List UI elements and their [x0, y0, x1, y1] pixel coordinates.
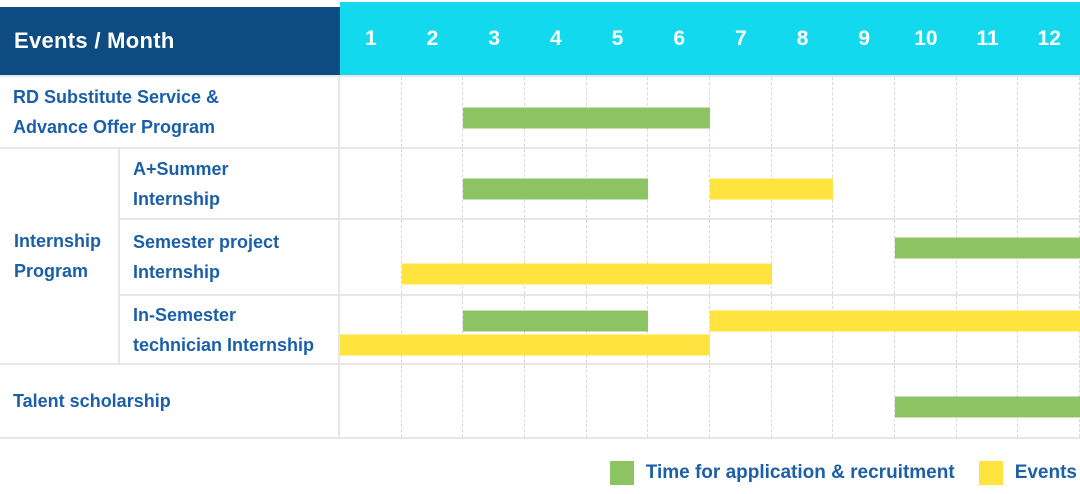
month-grid-cell [772, 220, 834, 294]
month-grid-cell [833, 220, 896, 294]
month-grid-cell [648, 149, 711, 218]
row-label: A+Summer Internship [120, 149, 340, 218]
month-header-label: 9 [858, 26, 871, 50]
header-title: Events / Month [14, 28, 175, 53]
row-in-semester-technician-internship: In-Semester technician Internship [120, 296, 1080, 363]
month-header-label: 3 [488, 26, 501, 50]
month-header-label: 6 [673, 26, 686, 50]
label-line: A+Summer [133, 158, 229, 179]
application-recruitment-bar [895, 396, 1080, 418]
month-grid-cell [340, 149, 402, 218]
internship-program-group: Internship Program A+Summer Internship S… [0, 149, 1080, 365]
row-label: Talent scholarship [0, 365, 340, 437]
month-grid-cell [525, 220, 587, 294]
month-grid-cell [402, 77, 464, 147]
month-grid-cell [648, 220, 711, 294]
events-bar [710, 178, 834, 200]
application-recruitment-bar [463, 178, 649, 200]
green-swatch-icon [609, 461, 634, 485]
events-bar [401, 263, 772, 285]
month-grid-cell [833, 365, 896, 437]
label-line: RD Substitute Service & [13, 87, 220, 107]
row-chart-a-plus-summer [340, 149, 1080, 218]
month-grid-cell [340, 365, 402, 437]
yellow-swatch-icon [978, 461, 1003, 485]
row-chart-semester-project [340, 220, 1080, 294]
row-label: RD Substitute Service & Advance Offer Pr… [0, 77, 340, 147]
month-grid-cell [833, 77, 896, 147]
row-label: In-Semester technician Internship [120, 296, 340, 363]
month-grid-cell [957, 77, 1019, 147]
table-header: Events / Month 1 2 3 4 5 6 7 8 9 10 11 12 [0, 0, 1080, 75]
month-header-label: 12 [1037, 26, 1061, 50]
events-bar [340, 334, 710, 356]
month-grid-cell [402, 149, 464, 218]
application-recruitment-bar [463, 310, 649, 332]
row-chart-rd-substitute [340, 77, 1080, 147]
table-body: RD Substitute Service & Advance Offer Pr… [0, 75, 1080, 439]
label-line: Program [14, 261, 89, 281]
month-header-label: 5 [611, 26, 624, 50]
month-grid-cell [340, 77, 402, 147]
month-grid-cell [710, 220, 772, 294]
month-grid-cell [340, 220, 402, 294]
row-label: Semester project Internship [120, 220, 340, 294]
events-month-header-cell: Events / Month [0, 7, 340, 75]
month-grid-cell [710, 365, 772, 437]
month-header-label: 8 [796, 26, 809, 50]
month-grid-cell [587, 365, 649, 437]
application-recruitment-bar [463, 107, 710, 129]
legend-label: Time for application & recruitment [645, 462, 955, 483]
label-line: Semester project [133, 232, 280, 252]
month-grid-cell [402, 220, 464, 294]
month-grid-cell [772, 77, 834, 147]
label-line: Internship [133, 188, 221, 209]
month-grid-cell [587, 220, 649, 294]
month-grid-cell [710, 77, 772, 147]
month-grid-cell [772, 365, 834, 437]
label-line: technician Internship [133, 334, 315, 355]
legend-item-events: Events [978, 461, 1077, 485]
month-grid-cell [402, 296, 464, 363]
month-grid-cell [648, 296, 711, 363]
month-header-label: 11 [976, 26, 999, 50]
legend-label: Events [1014, 462, 1077, 483]
row-chart-talent-scholarship [340, 365, 1080, 437]
legend-item-application-recruitment: Time for application & recruitment [609, 461, 955, 485]
label-line: Advance Offer Program [13, 117, 216, 137]
group-label: Internship Program [0, 149, 120, 363]
label-line: Internship [133, 262, 221, 282]
row-chart-in-semester-technician [340, 296, 1080, 363]
label-line: Talent scholarship [13, 391, 171, 411]
month-grid-cell [463, 220, 526, 294]
month-grid-cell [525, 365, 587, 437]
month-header-row: 1 2 3 4 5 6 7 8 9 10 11 12 [340, 2, 1080, 75]
month-grid-cell [648, 365, 711, 437]
legend: Time for application & recruitment Event… [0, 461, 1080, 485]
month-grid-cell [340, 296, 402, 363]
month-header-label: 4 [550, 26, 562, 50]
month-grid-cell [895, 77, 957, 147]
row-rd-substitute-advance-offer: RD Substitute Service & Advance Offer Pr… [0, 77, 1080, 149]
row-semester-project-internship: Semester project Internship [120, 220, 1080, 296]
month-header-label: 10 [914, 26, 938, 50]
label-line: In-Semester [133, 304, 237, 325]
month-header-label: 2 [426, 26, 439, 50]
month-grid-cell [957, 149, 1019, 218]
label-line: Internship [14, 231, 102, 251]
month-grid-cell [402, 365, 464, 437]
month-header-label: 7 [735, 26, 747, 50]
row-talent-scholarship: Talent scholarship [0, 365, 1080, 439]
row-a-plus-summer-internship: A+Summer Internship [120, 149, 1080, 220]
group-rows: A+Summer Internship Semester project Int… [120, 149, 1080, 363]
application-recruitment-bar [895, 237, 1080, 259]
events-bar [710, 310, 1080, 332]
month-grid-cell [1018, 149, 1080, 218]
month-header-label: 1 [364, 26, 377, 50]
month-grid-cell [1018, 77, 1080, 147]
month-grid-cell [895, 149, 957, 218]
month-grid-cell [463, 365, 526, 437]
month-grid-cell [833, 149, 896, 218]
